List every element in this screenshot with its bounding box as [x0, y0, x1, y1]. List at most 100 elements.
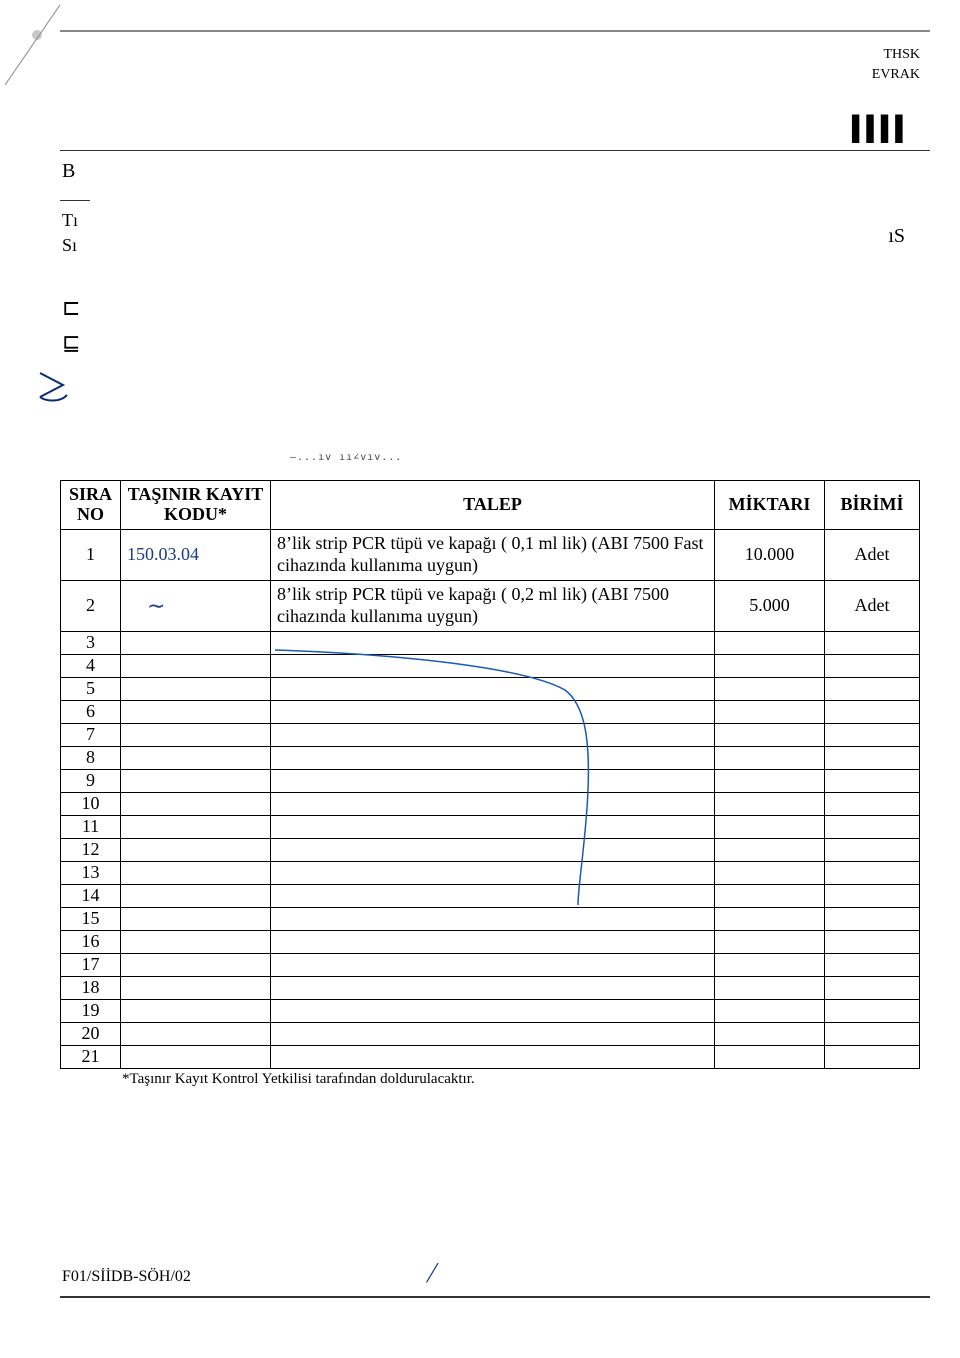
cell-no: 8	[61, 746, 121, 769]
frame-top-line	[60, 30, 930, 32]
cell-birim: Adet	[825, 580, 920, 631]
table-row: 7	[61, 723, 920, 746]
cell-kod: ∼	[121, 580, 271, 631]
barcode-icon: ▌▌▌▌	[852, 115, 910, 143]
table-row: 11	[61, 815, 920, 838]
cell-kod	[121, 861, 271, 884]
cell-kod	[121, 792, 271, 815]
table-row: 3	[61, 631, 920, 654]
cell-no: 13	[61, 861, 121, 884]
header-rule-small	[60, 200, 90, 201]
cell-no: 12	[61, 838, 121, 861]
cell-birim	[825, 999, 920, 1022]
cell-no: 20	[61, 1022, 121, 1045]
table-row: 8	[61, 746, 920, 769]
cell-kod	[121, 976, 271, 999]
table-row: 21	[61, 1045, 920, 1068]
request-table-wrap: SIRA NO TAŞINIR KAYIT KODU* TALEP MİKTAR…	[60, 480, 920, 1069]
cell-miktar	[715, 700, 825, 723]
cell-miktar	[715, 930, 825, 953]
faint-center-text: –...ıv ıı∠vıv...	[290, 452, 402, 463]
cell-kod	[121, 953, 271, 976]
table-row: 18	[61, 976, 920, 999]
frame-bottom-line	[60, 1296, 930, 1298]
cell-kod	[121, 884, 271, 907]
doc-short: EVRAK	[860, 65, 920, 85]
table-row: 20	[61, 1022, 920, 1045]
cell-talep	[271, 999, 715, 1022]
cell-miktar	[715, 953, 825, 976]
cell-kod	[121, 815, 271, 838]
cell-miktar	[715, 746, 825, 769]
cell-no: 17	[61, 953, 121, 976]
cell-talep	[271, 838, 715, 861]
cell-miktar	[715, 815, 825, 838]
checkbox-fragment-1: ⊏	[62, 295, 80, 321]
cell-kod	[121, 1022, 271, 1045]
cell-miktar	[715, 884, 825, 907]
cell-birim	[825, 907, 920, 930]
cell-birim	[825, 677, 920, 700]
col-header-kod: TAŞINIR KAYIT KODU*	[121, 481, 271, 530]
cell-birim	[825, 930, 920, 953]
cell-talep	[271, 631, 715, 654]
checkbox-fragment-2: ⊑	[62, 330, 80, 356]
cell-birim	[825, 953, 920, 976]
cell-kod	[121, 1045, 271, 1068]
col-header-birim: BİRİMİ	[825, 481, 920, 530]
cell-miktar	[715, 1045, 825, 1068]
cell-no: 16	[61, 930, 121, 953]
cell-talep	[271, 723, 715, 746]
cell-miktar	[715, 654, 825, 677]
cell-talep	[271, 861, 715, 884]
cell-talep	[271, 953, 715, 976]
cell-kod: 150.03.04	[121, 529, 271, 580]
cell-talep	[271, 1022, 715, 1045]
cell-birim	[825, 838, 920, 861]
cell-talep	[271, 976, 715, 999]
cell-miktar	[715, 769, 825, 792]
cell-no: 10	[61, 792, 121, 815]
cell-talep	[271, 792, 715, 815]
header-rule	[60, 150, 930, 151]
cell-kod	[121, 677, 271, 700]
cell-kod	[121, 838, 271, 861]
cell-birim	[825, 884, 920, 907]
cell-miktar	[715, 631, 825, 654]
cell-talep	[271, 815, 715, 838]
cell-kod	[121, 631, 271, 654]
table-body: 1150.03.048’lik strip PCR tüpü ve kapağı…	[61, 529, 920, 1068]
cell-birim	[825, 769, 920, 792]
cell-kod	[121, 999, 271, 1022]
cell-talep	[271, 769, 715, 792]
cell-birim	[825, 1022, 920, 1045]
table-row: 19	[61, 999, 920, 1022]
cell-no: 4	[61, 654, 121, 677]
cell-talep	[271, 654, 715, 677]
doc-origin-box: THSK EVRAK	[860, 45, 920, 84]
page-fold-mark	[0, 0, 70, 90]
cell-birim	[825, 654, 920, 677]
table-row: 2∼8’lik strip PCR tüpü ve kapağı ( 0,2 m…	[61, 580, 920, 631]
cell-birim	[825, 723, 920, 746]
table-row: 13	[61, 861, 920, 884]
cell-kod	[121, 769, 271, 792]
cell-no: 19	[61, 999, 121, 1022]
table-footnote: *Taşınır Kayıt Kontrol Yetkilisi tarafın…	[122, 1071, 475, 1088]
cell-talep	[271, 884, 715, 907]
cell-birim	[825, 700, 920, 723]
cell-talep	[271, 1045, 715, 1068]
cell-no: 9	[61, 769, 121, 792]
fragment-t: Tı	[62, 210, 78, 231]
cell-no: 21	[61, 1045, 121, 1068]
cell-talep	[271, 907, 715, 930]
table-row: 9	[61, 769, 920, 792]
cell-kod	[121, 746, 271, 769]
cell-birim	[825, 792, 920, 815]
fragment-s: Sı	[62, 235, 77, 256]
page: THSK EVRAK ▌▌▌▌ B Tı Sı ıS ⊏ ⊑ –...ıv ıı…	[0, 0, 960, 1358]
cell-no: 11	[61, 815, 121, 838]
pen-slash-mark: ⁄	[429, 1258, 436, 1290]
cell-talep: 8’lik strip PCR tüpü ve kapağı ( 0,2 ml …	[271, 580, 715, 631]
table-row: 10	[61, 792, 920, 815]
